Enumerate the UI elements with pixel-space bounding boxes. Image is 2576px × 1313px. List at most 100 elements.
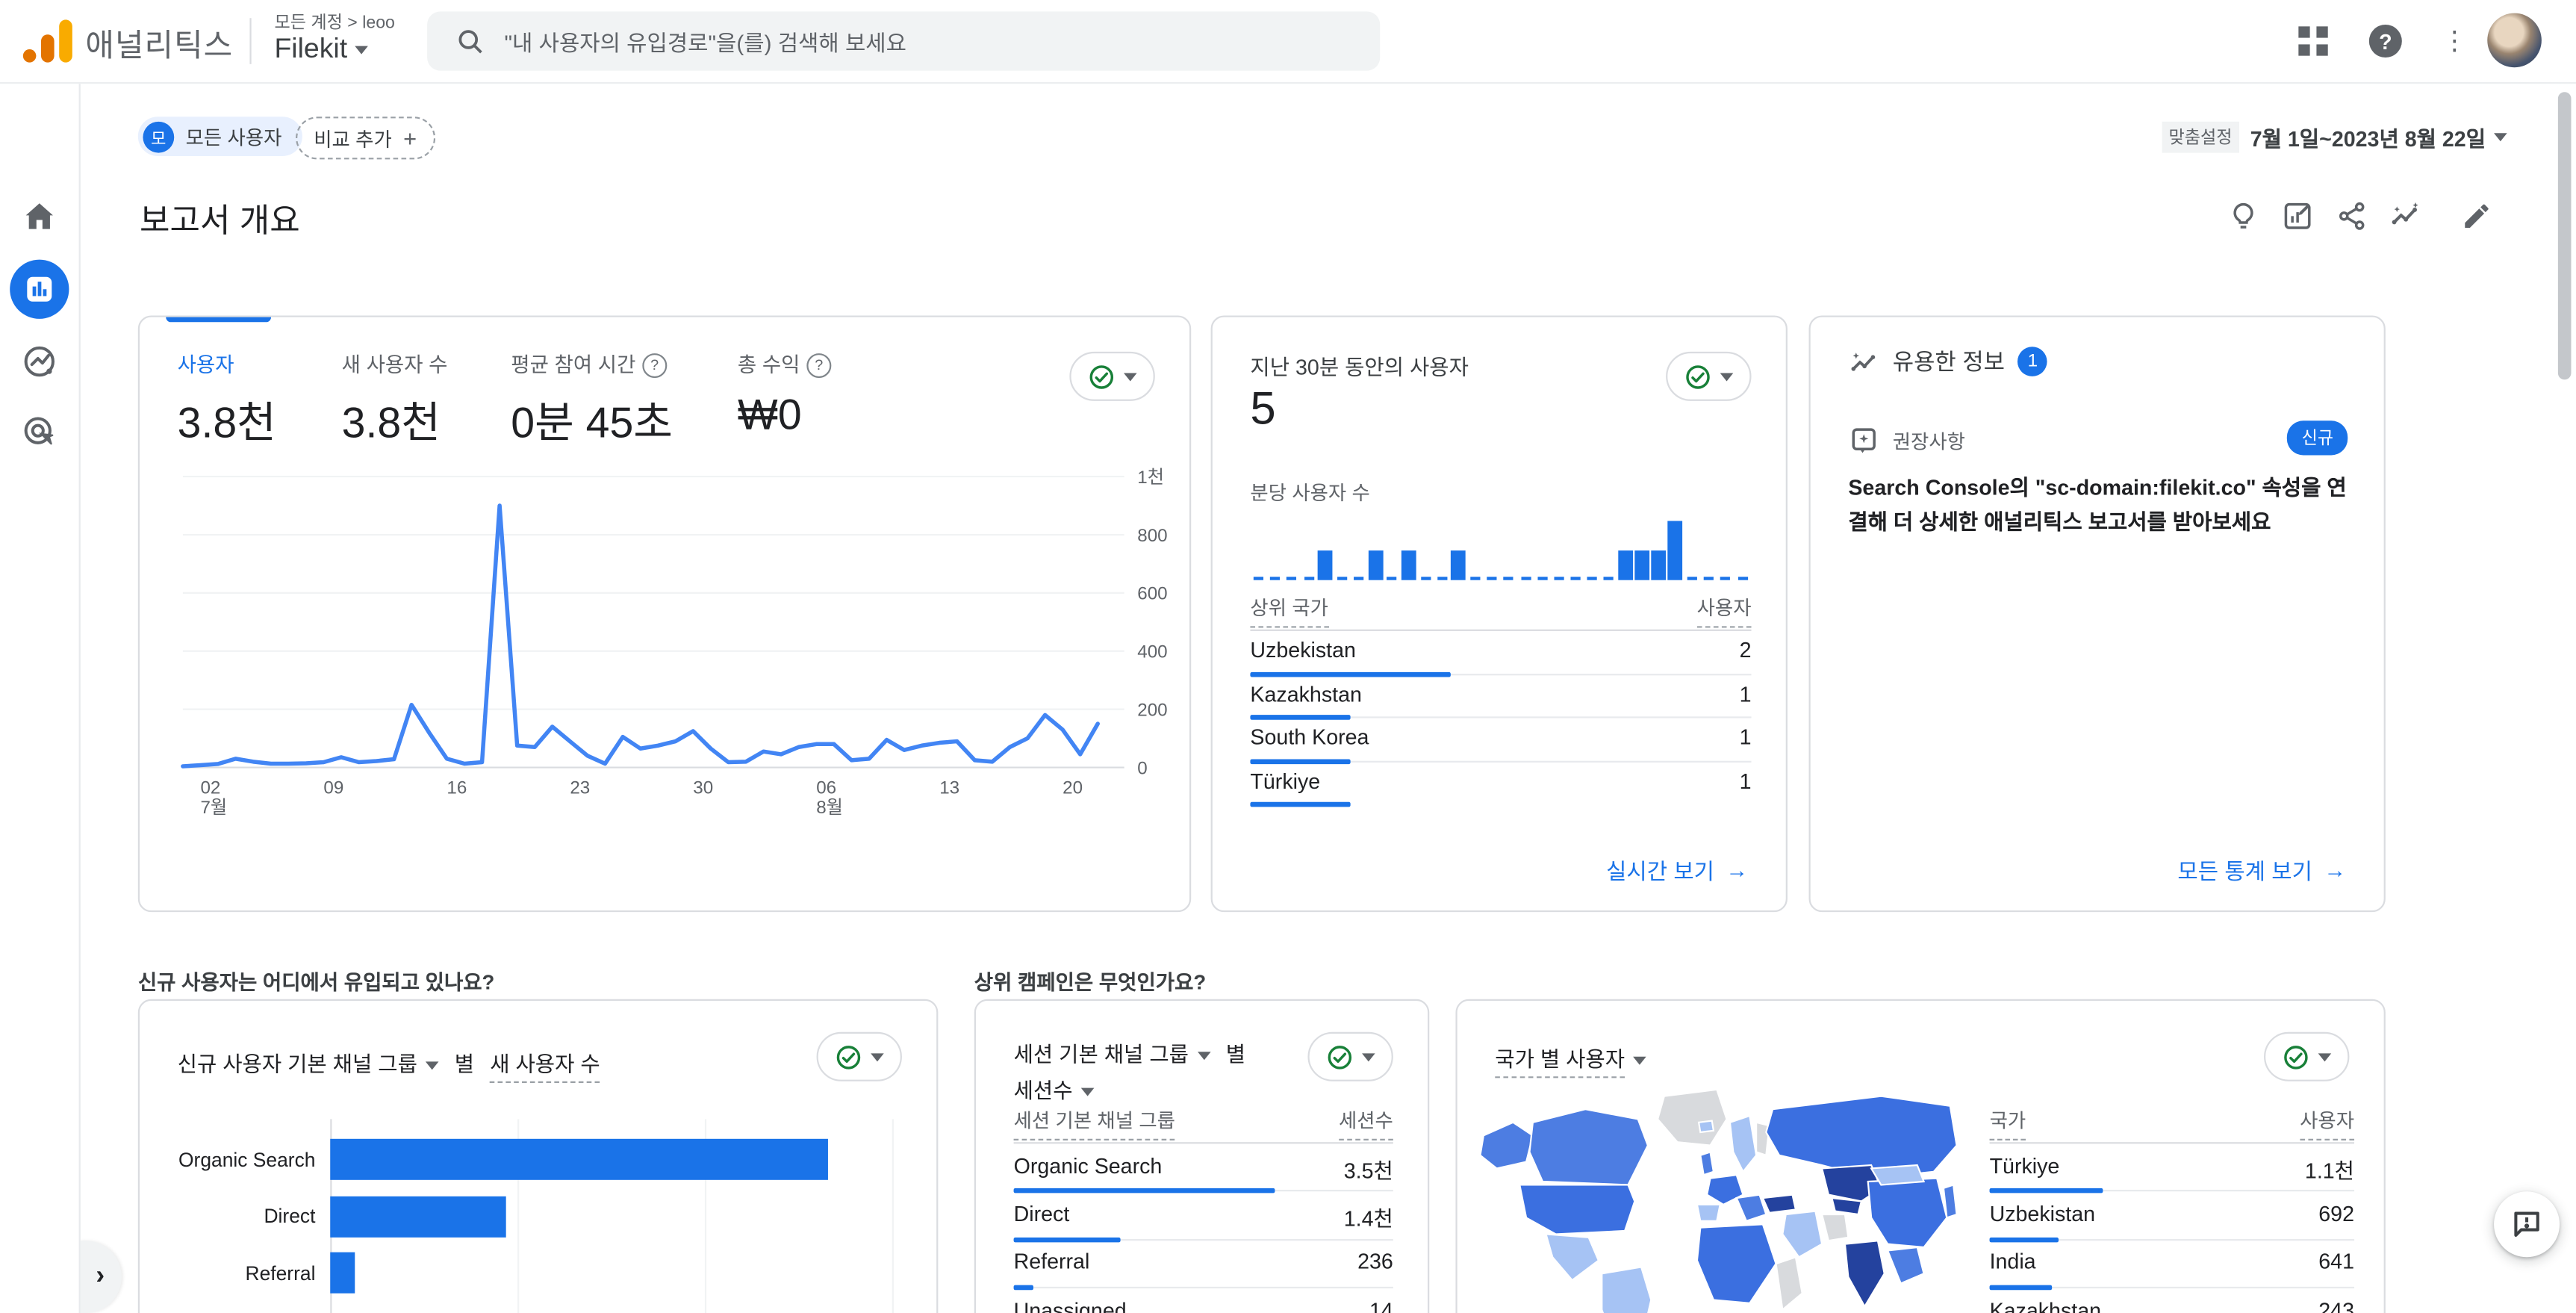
insights-count-badge: 1 bbox=[2017, 347, 2048, 376]
nav-rail bbox=[0, 82, 81, 1313]
feedback-button[interactable] bbox=[2494, 1191, 2560, 1258]
column-channel[interactable]: 세션 기본 채널 그룹 bbox=[1013, 1106, 1175, 1141]
insight-text[interactable]: Search Console의 "sc-domain:filekit.co" 속… bbox=[1848, 474, 2347, 536]
gridline bbox=[892, 1119, 894, 1313]
svg-text:20: 20 bbox=[1063, 778, 1083, 798]
card-title-dimension-picker[interactable]: 세션 기본 채널 그룹 별 bbox=[1013, 1041, 1246, 1067]
date-range-text: 7월 1일~2023년 8월 22일 bbox=[2250, 126, 2486, 152]
minute-bar bbox=[1420, 577, 1431, 580]
row-label: Kazakhstan bbox=[1989, 1297, 2102, 1313]
row-track bbox=[1250, 673, 1752, 675]
data-quality-dropdown[interactable] bbox=[2264, 1031, 2350, 1081]
users-per-minute-label: 분당 사용자 수 bbox=[1250, 481, 1370, 505]
row-bar bbox=[1989, 1188, 2103, 1194]
table-row: South Korea 1 bbox=[1250, 718, 1752, 764]
row-bar bbox=[1250, 802, 1351, 808]
edit-icon[interactable] bbox=[2458, 197, 2494, 233]
view-realtime-link[interactable]: 실시간 보기 → bbox=[1606, 857, 1749, 884]
data-quality-dropdown[interactable] bbox=[816, 1031, 902, 1081]
data-quality-dropdown[interactable] bbox=[1307, 1031, 1393, 1081]
chevron-down-icon bbox=[1080, 1087, 1095, 1096]
help-icon[interactable]: ? bbox=[2365, 22, 2405, 61]
metric-tab-users[interactable]: 사용자 3.8천 bbox=[177, 353, 276, 447]
minute-bar bbox=[1668, 521, 1684, 580]
insights-sparkline-icon[interactable] bbox=[2387, 197, 2423, 233]
page-title: 보고서 개요 bbox=[140, 203, 300, 240]
row-value: 14 bbox=[1369, 1297, 1393, 1313]
data-quality-dropdown[interactable] bbox=[1666, 351, 1752, 401]
row-track bbox=[1013, 1238, 1393, 1241]
world-map bbox=[1479, 1088, 1958, 1313]
reports-icon bbox=[27, 276, 52, 302]
add-comparison-chip[interactable]: 비교 추가 + bbox=[296, 117, 435, 160]
column-users[interactable]: 사용자 bbox=[2300, 1106, 2355, 1141]
data-quality-dropdown[interactable] bbox=[1069, 351, 1155, 401]
column-sessions[interactable]: 세션수 bbox=[1338, 1106, 1393, 1141]
table-row: Unassigned 14 bbox=[1014, 1288, 1393, 1313]
header-divider bbox=[249, 18, 252, 64]
realtime-country-table: Uzbekistan 2 Kazakhstan 1 South Korea 1 Türkiy… bbox=[1250, 631, 1752, 808]
row-value: 1.4천 bbox=[1343, 1206, 1393, 1232]
row-label: Organic Search bbox=[1013, 1152, 1163, 1178]
avatar[interactable] bbox=[2487, 13, 2542, 68]
chevron-down-icon bbox=[2494, 133, 2507, 142]
row-value: 2 bbox=[1739, 638, 1752, 663]
svg-text:23: 23 bbox=[570, 778, 590, 798]
view-all-insights-link[interactable]: 모든 통계 보기 → bbox=[2177, 857, 2347, 884]
rail-expand-button[interactable]: › bbox=[78, 1241, 122, 1313]
chevron-down-icon bbox=[1124, 372, 1137, 381]
section-heading-acquisition: 신규 사용자는 어디에서 유입되고 있나요? bbox=[137, 971, 495, 995]
sidebar-item-explore[interactable] bbox=[10, 332, 69, 391]
chevron-down-icon bbox=[355, 46, 369, 55]
minute-bar bbox=[1618, 550, 1634, 580]
overflow-menu-icon[interactable]: ⋮ bbox=[2441, 28, 2468, 56]
card-title-dimension-picker[interactable]: 신규 사용자 기본 채널 그룹 별 새 사용자 수 bbox=[178, 1047, 600, 1083]
chevron-down-icon bbox=[871, 1052, 884, 1061]
insights-bulb-icon[interactable] bbox=[2224, 197, 2260, 233]
search-icon bbox=[458, 29, 482, 53]
metric-picker[interactable]: 새 사용자 수 bbox=[490, 1052, 600, 1083]
row-value: 1 bbox=[1739, 769, 1752, 794]
row-value: 1 bbox=[1739, 725, 1752, 751]
breadcrumb[interactable]: 모든 계정 > leoo bbox=[274, 13, 395, 34]
check-circle-icon bbox=[836, 1045, 861, 1069]
audience-chip[interactable]: 모 모든 사용자 bbox=[137, 117, 302, 157]
property-selector[interactable]: Filekit bbox=[274, 33, 369, 66]
search-input[interactable]: "내 사용자의 유입경로"을(를) 검색해 보세요 bbox=[427, 11, 1381, 71]
customize-report-icon[interactable] bbox=[2279, 197, 2315, 233]
recommendation-icon bbox=[1852, 428, 1876, 453]
row-label: Türkiye bbox=[1989, 1152, 2060, 1178]
minute-bar bbox=[1687, 577, 1698, 580]
row-value: 641 bbox=[2318, 1250, 2355, 1275]
home-icon bbox=[25, 203, 53, 229]
date-range-selector[interactable]: 맞춤설정 7월 1일~2023년 8월 22일 bbox=[2162, 121, 2507, 153]
sidebar-item-reports[interactable] bbox=[10, 259, 69, 319]
new-users-channel-card: 신규 사용자 기본 채널 그룹 별 새 사용자 수 Organic Search… bbox=[137, 999, 939, 1313]
minute-bar bbox=[1634, 550, 1650, 580]
svg-text:16: 16 bbox=[447, 778, 467, 798]
metric-tab-revenue[interactable]: 총 수익? ₩0 bbox=[738, 347, 832, 440]
sidebar-item-advertising[interactable] bbox=[10, 403, 69, 462]
share-icon[interactable] bbox=[2333, 197, 2368, 233]
scrollbar-thumb[interactable] bbox=[2557, 92, 2572, 380]
analytics-logo-icon[interactable] bbox=[22, 19, 72, 63]
metric-tab-new-users[interactable]: 새 사용자 수 3.8천 bbox=[341, 353, 448, 447]
column-country[interactable]: 국가 bbox=[1989, 1106, 2026, 1141]
column-users[interactable]: 사용자 bbox=[1696, 593, 1752, 628]
row-label: India bbox=[1989, 1250, 2036, 1275]
help-icon: ? bbox=[642, 352, 668, 377]
sidebar-item-home[interactable] bbox=[10, 187, 69, 246]
table-row: Uzbekistan 692 bbox=[1989, 1192, 2355, 1242]
metric-picker[interactable]: 세션수 bbox=[1014, 1073, 1095, 1105]
table-row: Direct 1.4천 bbox=[1013, 1192, 1393, 1242]
row-track bbox=[1989, 1287, 2355, 1289]
minute-bar bbox=[1704, 577, 1714, 580]
column-country[interactable]: 상위 국가 bbox=[1250, 593, 1328, 628]
bar-label: Organic Search bbox=[178, 1147, 316, 1171]
bar-label: Direct bbox=[264, 1205, 316, 1229]
apps-grid-icon[interactable] bbox=[2294, 22, 2333, 61]
arrow-right-icon: → bbox=[2324, 857, 2347, 882]
card-title-dimension-picker[interactable]: 국가 별 사용자 bbox=[1495, 1042, 1646, 1078]
metric-tab-engagement-time[interactable]: 평균 참여 시간? 0분 45초 bbox=[511, 352, 673, 447]
